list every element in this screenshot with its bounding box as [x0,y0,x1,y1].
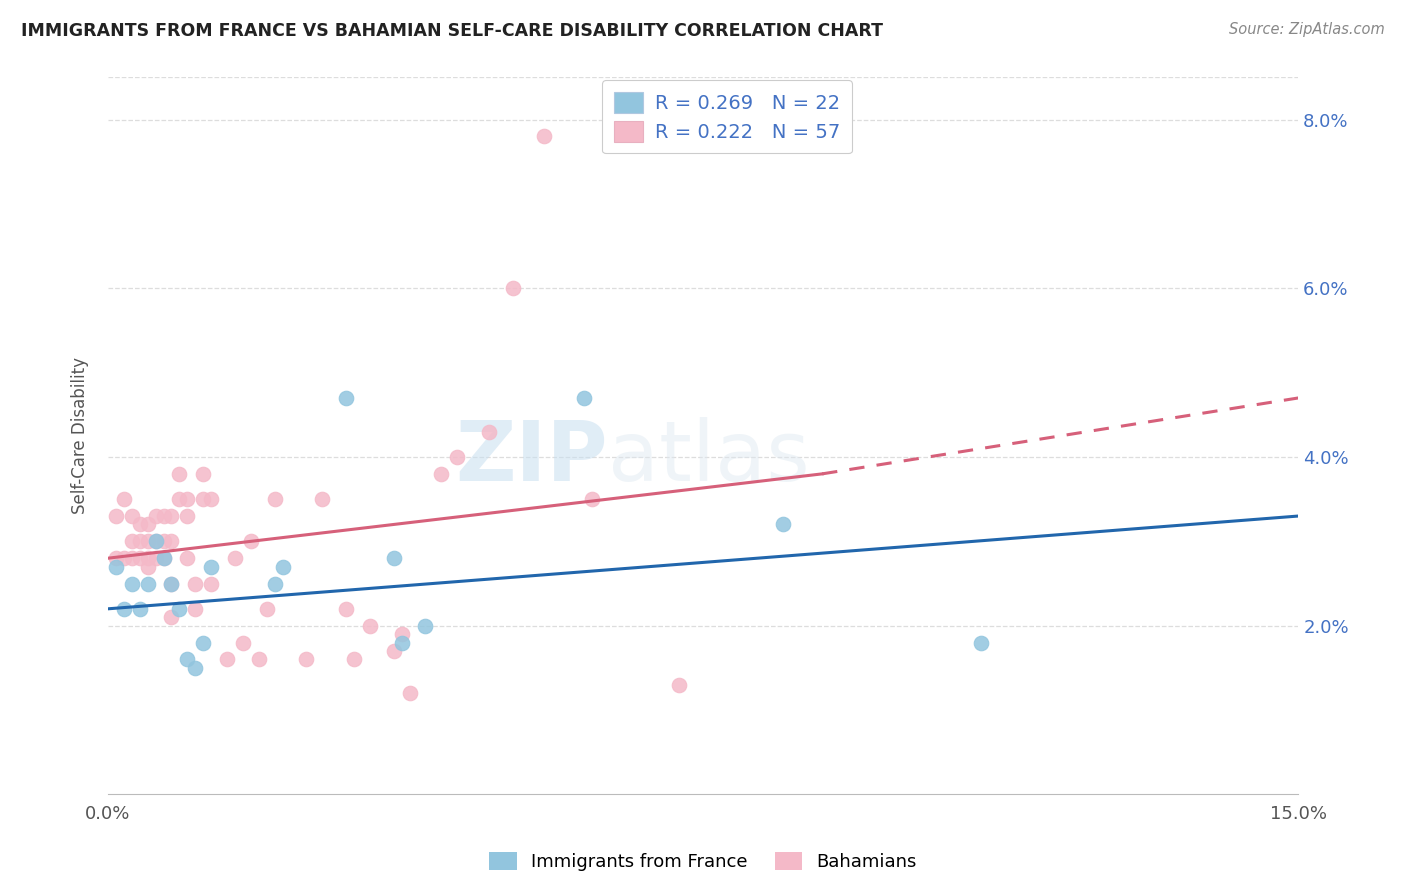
Point [160,576,183,591]
Point [572,391,595,405]
Point [970,635,993,649]
Point [169,467,191,481]
Point [256,602,278,616]
Point [112,492,135,507]
Point [502,281,524,295]
Point [193,635,215,649]
Point [391,627,413,641]
Text: ZIP: ZIP [456,417,607,498]
Point [184,602,207,616]
Point [263,576,285,591]
Point [668,678,690,692]
Point [215,652,238,666]
Point [160,610,183,624]
Point [335,602,357,616]
Point [415,618,437,632]
Point [160,576,183,591]
Point [128,534,150,549]
Point [391,635,413,649]
Point [152,534,174,549]
Point [136,559,159,574]
Point [271,559,294,574]
Point [104,509,127,524]
Point [160,534,183,549]
Point [145,534,167,549]
Legend: Immigrants from France, Bahamians: Immigrants from France, Bahamians [482,845,924,879]
Point [136,551,159,566]
Point [430,467,453,481]
Point [121,551,143,566]
Point [295,652,318,666]
Point [224,551,246,566]
Point [112,551,135,566]
Point [193,492,215,507]
Point [145,509,167,524]
Point [311,492,333,507]
Point [184,661,207,675]
Y-axis label: Self-Care Disability: Self-Care Disability [72,358,89,515]
Text: IMMIGRANTS FROM FRANCE VS BAHAMIAN SELF-CARE DISABILITY CORRELATION CHART: IMMIGRANTS FROM FRANCE VS BAHAMIAN SELF-… [21,22,883,40]
Point [772,517,794,532]
Point [136,576,159,591]
Point [176,509,198,524]
Point [232,635,254,649]
Point [152,551,174,566]
Point [200,559,222,574]
Point [145,551,167,566]
Point [176,551,198,566]
Point [359,618,381,632]
Point [128,517,150,532]
Point [446,450,468,464]
Point [169,492,191,507]
Point [136,517,159,532]
Point [160,509,183,524]
Point [121,534,143,549]
Point [200,492,222,507]
Point [169,602,191,616]
Point [128,551,150,566]
Point [239,534,262,549]
Point [398,686,420,700]
Text: atlas: atlas [607,417,810,498]
Legend: R = 0.269   N = 22, R = 0.222   N = 57: R = 0.269 N = 22, R = 0.222 N = 57 [602,80,852,153]
Point [152,551,174,566]
Point [263,492,285,507]
Point [343,652,366,666]
Point [136,534,159,549]
Point [176,652,198,666]
Text: Source: ZipAtlas.com: Source: ZipAtlas.com [1229,22,1385,37]
Point [382,644,405,658]
Point [145,534,167,549]
Point [152,509,174,524]
Point [176,492,198,507]
Point [533,129,555,144]
Point [478,425,501,439]
Point [104,559,127,574]
Point [200,576,222,591]
Point [104,551,127,566]
Point [184,576,207,591]
Point [121,509,143,524]
Point [335,391,357,405]
Point [581,492,603,507]
Point [193,467,215,481]
Point [128,602,150,616]
Point [112,602,135,616]
Point [121,576,143,591]
Point [247,652,270,666]
Point [382,551,405,566]
